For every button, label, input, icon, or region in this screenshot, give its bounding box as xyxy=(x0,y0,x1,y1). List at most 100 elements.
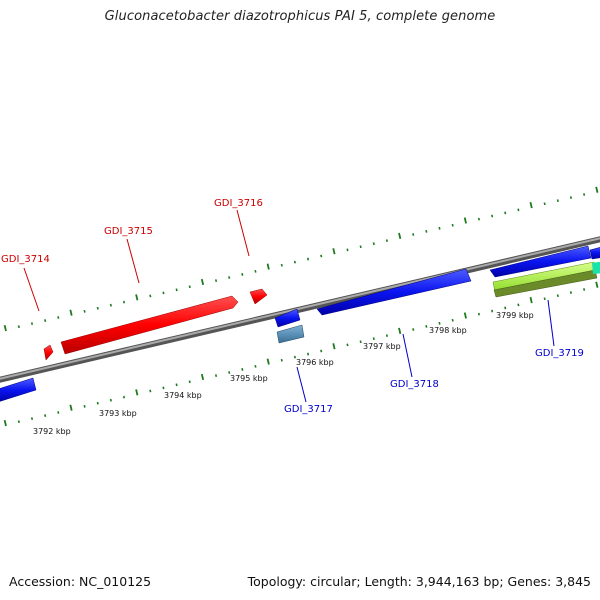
minor-tick xyxy=(241,273,244,276)
minor-tick xyxy=(149,389,152,393)
major-tick xyxy=(398,232,402,239)
minor-tick xyxy=(30,417,34,421)
gene-label-gdi-3717[interactable]: GDI_3717 xyxy=(284,404,333,415)
minor-tick xyxy=(162,386,165,390)
genome-summary: Topology: circular; Length: 3,944,163 bp… xyxy=(247,574,591,589)
minor-tick xyxy=(293,355,296,359)
gene-gdi-3716-arrow[interactable] xyxy=(249,288,268,305)
minor-tick xyxy=(425,230,428,233)
major-tick xyxy=(463,312,467,319)
major-tick xyxy=(266,358,270,365)
minor-tick xyxy=(57,411,60,414)
leader-gdi-3714 xyxy=(23,267,40,312)
minor-tick xyxy=(504,306,507,310)
gene-gdi-3717-arrow[interactable] xyxy=(274,308,301,328)
gene-gdi-3717-secondary[interactable] xyxy=(276,324,305,344)
minor-tick xyxy=(569,291,573,294)
minor-tick xyxy=(96,306,99,310)
minor-tick xyxy=(451,318,454,322)
minor-tick xyxy=(175,288,178,292)
minor-tick xyxy=(491,214,494,218)
minor-tick xyxy=(228,276,231,279)
minor-tick xyxy=(280,263,283,267)
minor-tick xyxy=(320,349,323,353)
major-tick xyxy=(3,419,7,427)
major-tick xyxy=(69,309,73,316)
minor-tick xyxy=(372,242,375,246)
leader-gdi-3715 xyxy=(126,238,140,284)
scale-label-3793: 3793 kbp xyxy=(99,409,137,418)
gene-gdi-3719-arrow[interactable] xyxy=(489,245,592,278)
minor-tick xyxy=(241,368,244,371)
minor-tick xyxy=(583,288,586,291)
minor-tick xyxy=(149,294,152,298)
minor-tick xyxy=(254,269,257,273)
minor-tick xyxy=(504,211,507,215)
scale-label-3796: 3796 kbp xyxy=(296,358,334,367)
major-tick xyxy=(529,296,533,304)
minor-tick xyxy=(425,325,428,328)
scale-label-3792: 3792 kbp xyxy=(33,427,71,436)
minor-tick xyxy=(188,380,191,384)
minor-tick xyxy=(83,404,86,408)
minor-tick xyxy=(517,303,520,307)
gene-gdi-3718-arrow[interactable] xyxy=(316,268,472,316)
minor-tick xyxy=(44,319,47,322)
major-tick xyxy=(398,327,402,334)
gene-gdi-3715-arrow[interactable] xyxy=(60,295,239,355)
minor-tick xyxy=(17,420,20,424)
major-tick xyxy=(3,324,7,332)
minor-tick xyxy=(583,193,586,196)
leader-gdi-3716 xyxy=(236,209,250,257)
scale-label-3794: 3794 kbp xyxy=(164,391,202,400)
forward-scale-track xyxy=(3,186,599,332)
major-tick xyxy=(529,201,533,209)
minor-tick xyxy=(556,294,559,298)
major-tick xyxy=(595,186,599,193)
major-tick xyxy=(332,343,336,350)
map-title: Gluconacetobacter diazotrophicus PAI 5, … xyxy=(104,9,496,24)
major-tick xyxy=(200,278,205,286)
gene-right-edge-arrow[interactable] xyxy=(589,246,600,260)
gene-label-gdi-3715[interactable]: GDI_3715 xyxy=(104,226,153,237)
leader-gdi-3718 xyxy=(402,333,413,378)
minor-tick xyxy=(83,309,86,313)
leader-gdi-3719 xyxy=(547,299,555,347)
gene-left-edge-arrow[interactable] xyxy=(0,377,37,402)
minor-tick xyxy=(214,374,218,377)
major-tick xyxy=(200,373,205,381)
feature-cyan-end[interactable] xyxy=(592,261,600,274)
reverse-scale-track xyxy=(3,281,599,427)
gene-label-gdi-3716[interactable]: GDI_3716 xyxy=(214,198,263,209)
minor-tick xyxy=(306,352,310,356)
minor-tick xyxy=(122,300,126,304)
gene-label-gdi-3718[interactable]: GDI_3718 xyxy=(390,379,439,390)
minor-tick xyxy=(372,337,375,341)
major-tick xyxy=(69,404,73,411)
minor-tick xyxy=(175,383,178,387)
minor-tick xyxy=(412,328,415,331)
minor-tick xyxy=(228,371,231,374)
minor-tick xyxy=(188,285,191,289)
minor-tick xyxy=(556,199,559,203)
major-tick xyxy=(135,389,139,396)
minor-tick xyxy=(477,312,481,316)
accession-label: Accession: NC_010125 xyxy=(9,574,152,589)
gene-label-gdi-3719[interactable]: GDI_3719 xyxy=(535,348,584,359)
feature-olive-band[interactable] xyxy=(493,269,598,298)
minor-tick xyxy=(320,254,323,258)
minor-tick xyxy=(346,343,349,347)
minor-tick xyxy=(385,334,388,338)
minor-tick xyxy=(543,202,546,206)
gene-gdi-3714-arrow[interactable] xyxy=(43,344,54,361)
minor-tick xyxy=(293,260,296,264)
scale-label-3798: 3798 kbp xyxy=(429,326,467,335)
minor-tick xyxy=(359,340,362,344)
major-tick xyxy=(595,281,599,288)
gene-label-gdi-3714[interactable]: GDI_3714 xyxy=(1,254,50,265)
major-tick xyxy=(332,248,336,255)
minor-tick xyxy=(306,257,310,261)
minor-tick xyxy=(477,217,481,221)
genome-backbone-highlight xyxy=(0,237,600,380)
